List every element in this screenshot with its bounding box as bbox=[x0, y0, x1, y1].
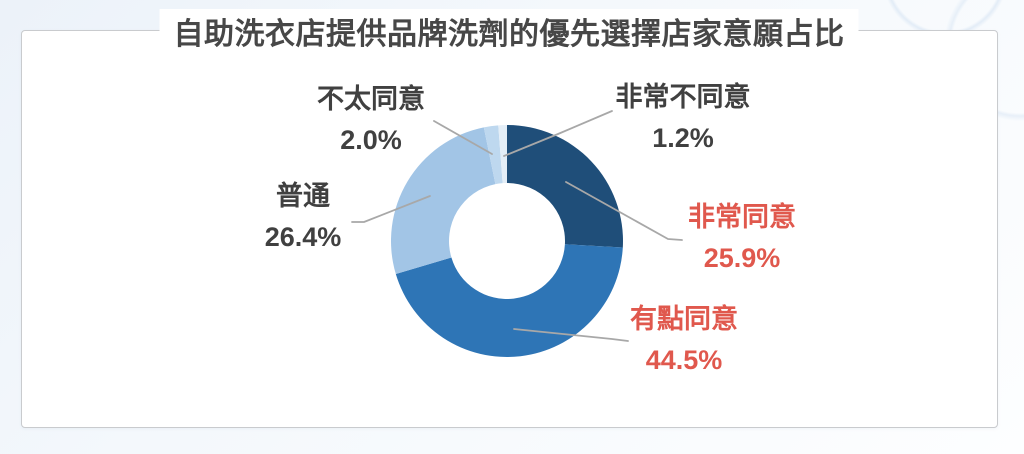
callout-label: 普通 bbox=[276, 181, 330, 211]
callout-strongly-agree: 非常同意 25.9% bbox=[688, 197, 796, 279]
donut-slice-3 bbox=[483, 125, 503, 185]
leader-line-somewhat-agree bbox=[513, 328, 629, 342]
chart-title: 自助洗衣店提供品牌洗劑的優先選擇店家意願占比 bbox=[159, 9, 859, 53]
callout-label: 有點同意 bbox=[630, 304, 738, 334]
donut-slice-4 bbox=[498, 125, 507, 184]
callout-value: 44.5% bbox=[645, 345, 723, 375]
donut-slice-1 bbox=[395, 244, 623, 357]
callout-label: 非常同意 bbox=[688, 202, 796, 232]
callout-label: 非常不同意 bbox=[615, 82, 751, 112]
leader-line-strongly-agree bbox=[565, 181, 683, 241]
donut-slice-2 bbox=[390, 127, 496, 275]
donut-slices bbox=[390, 125, 623, 357]
leader-line-neutral bbox=[351, 195, 431, 223]
chart-card bbox=[21, 30, 998, 428]
callout-somewhat-agree: 有點同意 44.5% bbox=[630, 299, 738, 381]
callout-value: 1.2% bbox=[652, 123, 714, 153]
leader-line-somewhat-disagree bbox=[433, 120, 493, 155]
callout-value: 26.4% bbox=[264, 222, 342, 252]
callout-value: 2.0% bbox=[340, 125, 402, 155]
leader-line-strongly-disagree bbox=[503, 110, 613, 157]
donut-slice-0 bbox=[507, 125, 623, 248]
callout-strongly-disagree: 非常不同意 1.2% bbox=[616, 77, 751, 159]
callout-somewhat-disagree: 不太同意 2.0% bbox=[317, 79, 425, 161]
callout-neutral: 普通 26.4% bbox=[265, 176, 342, 258]
callout-value: 25.9% bbox=[703, 243, 781, 273]
callout-label: 不太同意 bbox=[317, 84, 425, 114]
